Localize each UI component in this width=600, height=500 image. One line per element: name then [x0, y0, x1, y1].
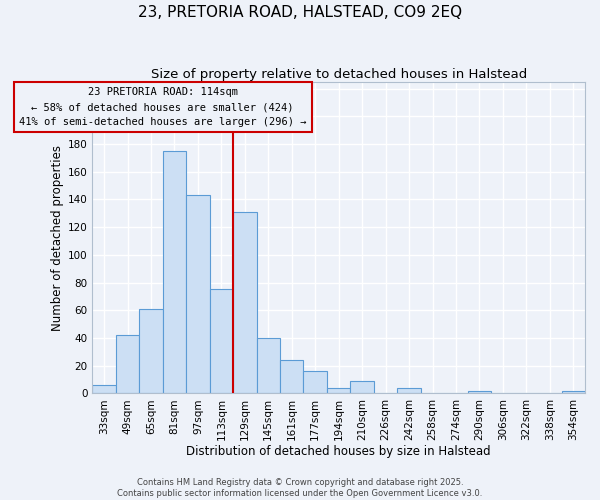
- Bar: [562, 390, 585, 394]
- Bar: [327, 388, 350, 394]
- Bar: [209, 290, 233, 394]
- Bar: [139, 309, 163, 394]
- Bar: [257, 338, 280, 394]
- Title: Size of property relative to detached houses in Halstead: Size of property relative to detached ho…: [151, 68, 527, 80]
- Bar: [116, 335, 139, 394]
- Bar: [467, 390, 491, 394]
- Bar: [233, 212, 257, 394]
- Bar: [280, 360, 304, 394]
- Text: 23, PRETORIA ROAD, HALSTEAD, CO9 2EQ: 23, PRETORIA ROAD, HALSTEAD, CO9 2EQ: [138, 5, 462, 20]
- Bar: [92, 385, 116, 394]
- Bar: [186, 196, 209, 394]
- X-axis label: Distribution of detached houses by size in Halstead: Distribution of detached houses by size …: [187, 444, 491, 458]
- Bar: [304, 371, 327, 394]
- Text: 23 PRETORIA ROAD: 114sqm
← 58% of detached houses are smaller (424)
41% of semi-: 23 PRETORIA ROAD: 114sqm ← 58% of detach…: [19, 87, 307, 127]
- Bar: [350, 381, 374, 394]
- Text: Contains HM Land Registry data © Crown copyright and database right 2025.
Contai: Contains HM Land Registry data © Crown c…: [118, 478, 482, 498]
- Bar: [397, 388, 421, 394]
- Y-axis label: Number of detached properties: Number of detached properties: [50, 144, 64, 330]
- Bar: [163, 151, 186, 394]
